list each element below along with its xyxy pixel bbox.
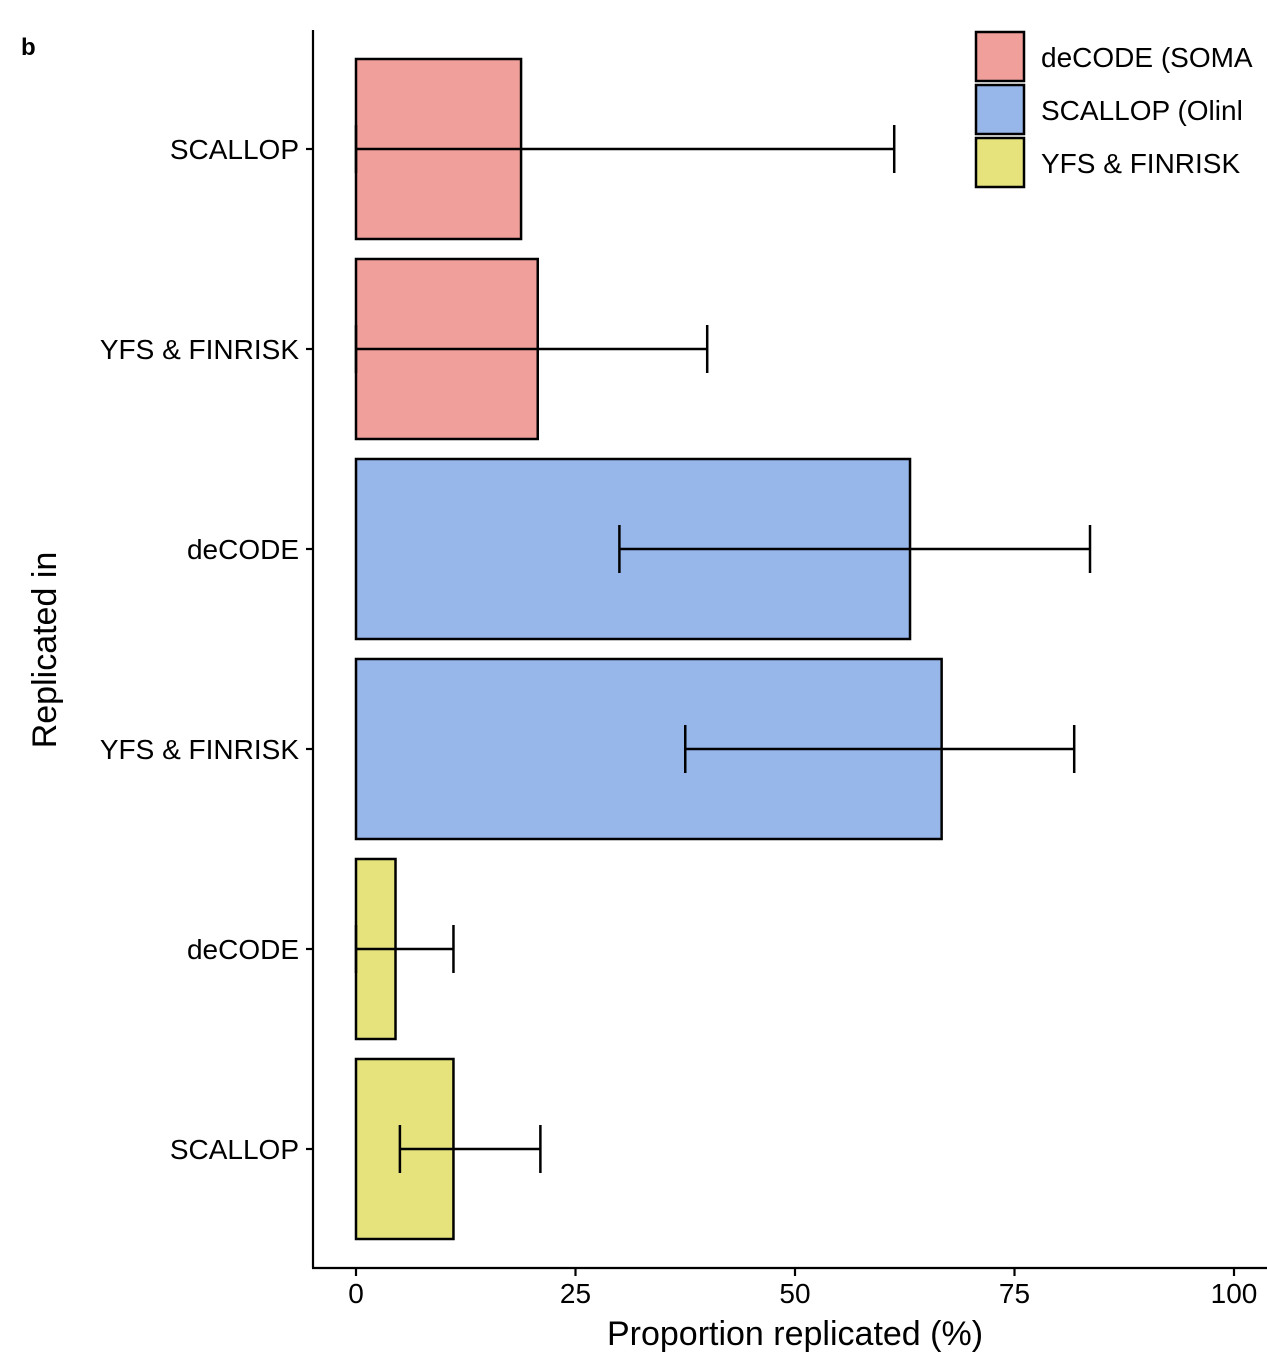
y-ticks: SCALLOP YFS & FINRISK deCODE YFS & FINRISK d… — [100, 134, 313, 1165]
x-ticks: 0 25 50 75 100 — [348, 1268, 1257, 1309]
legend-swatch — [974, 83, 1026, 136]
y-tick-label: SCALLOP — [170, 1134, 299, 1165]
legend-swatch — [974, 30, 1026, 83]
y-axis-title: Replicated in — [26, 552, 64, 749]
legend-label: SCALLOP (Olinl — [1041, 95, 1243, 126]
x-tick-label: 50 — [779, 1278, 810, 1309]
legend-label: YFS & FINRISK — [1041, 148, 1240, 179]
bars-layer — [354, 57, 943, 1241]
x-axis-title: Proportion replicated (%) — [607, 1315, 983, 1353]
y-tick-label: deCODE — [187, 534, 299, 565]
y-tick-label: YFS & FINRISK — [100, 734, 299, 765]
x-tick-label: 25 — [560, 1278, 591, 1309]
x-tick-label: 75 — [999, 1278, 1030, 1309]
y-tick-label: YFS & FINRISK — [100, 334, 299, 365]
errorbars-layer — [354, 125, 1092, 1173]
x-tick-label: 100 — [1211, 1278, 1258, 1309]
legend-label: deCODE (SOMA — [1041, 42, 1253, 73]
axes-layer — [311, 30, 1267, 1270]
legend: deCODE (SOMA SCALLOP (Olinl YFS & FINRISK — [974, 30, 1253, 189]
panel-label: b — [21, 34, 36, 61]
x-tick-label: 0 — [348, 1278, 364, 1309]
legend-swatch — [974, 136, 1026, 189]
y-tick-label: deCODE — [187, 934, 299, 965]
y-tick-label: SCALLOP — [170, 134, 299, 165]
